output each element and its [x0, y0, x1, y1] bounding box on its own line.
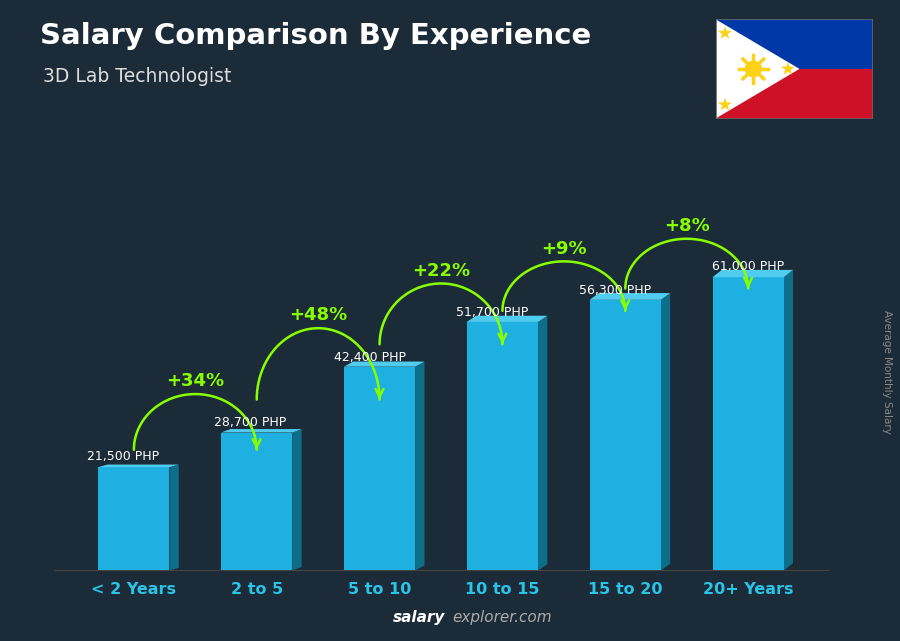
Bar — [221, 433, 292, 570]
Text: salary: salary — [393, 610, 446, 625]
Polygon shape — [415, 362, 425, 570]
Polygon shape — [538, 316, 547, 570]
Polygon shape — [784, 270, 793, 570]
Text: +22%: +22% — [412, 262, 470, 279]
Bar — [590, 300, 661, 570]
Polygon shape — [781, 62, 795, 74]
Bar — [716, 19, 873, 69]
Polygon shape — [292, 429, 302, 570]
Polygon shape — [344, 362, 425, 367]
Text: 28,700 PHP: 28,700 PHP — [214, 417, 287, 429]
Text: +48%: +48% — [289, 306, 347, 324]
Text: 21,500 PHP: 21,500 PHP — [87, 450, 159, 463]
Polygon shape — [718, 26, 732, 38]
Text: 3D Lab Technologist: 3D Lab Technologist — [43, 67, 231, 87]
Text: +8%: +8% — [664, 217, 709, 235]
Text: 56,300 PHP: 56,300 PHP — [580, 284, 652, 297]
Text: 51,700 PHP: 51,700 PHP — [456, 306, 528, 319]
Polygon shape — [98, 465, 179, 467]
Bar — [467, 322, 538, 570]
Polygon shape — [661, 293, 670, 570]
Polygon shape — [718, 97, 732, 110]
Text: Salary Comparison By Experience: Salary Comparison By Experience — [40, 22, 592, 51]
Bar — [716, 69, 873, 119]
Polygon shape — [590, 293, 670, 300]
Bar — [713, 277, 784, 570]
Circle shape — [745, 62, 761, 76]
Text: 42,400 PHP: 42,400 PHP — [334, 351, 406, 363]
Polygon shape — [221, 429, 302, 433]
Polygon shape — [716, 19, 799, 119]
Polygon shape — [169, 465, 179, 570]
Text: Average Monthly Salary: Average Monthly Salary — [881, 310, 892, 434]
Polygon shape — [467, 316, 547, 322]
Text: +34%: +34% — [166, 372, 224, 390]
Text: +9%: +9% — [541, 240, 587, 258]
Text: 61,000 PHP: 61,000 PHP — [712, 260, 784, 272]
Bar — [98, 467, 169, 570]
Text: explorer.com: explorer.com — [453, 610, 553, 625]
Bar — [344, 367, 415, 570]
Polygon shape — [713, 270, 793, 277]
